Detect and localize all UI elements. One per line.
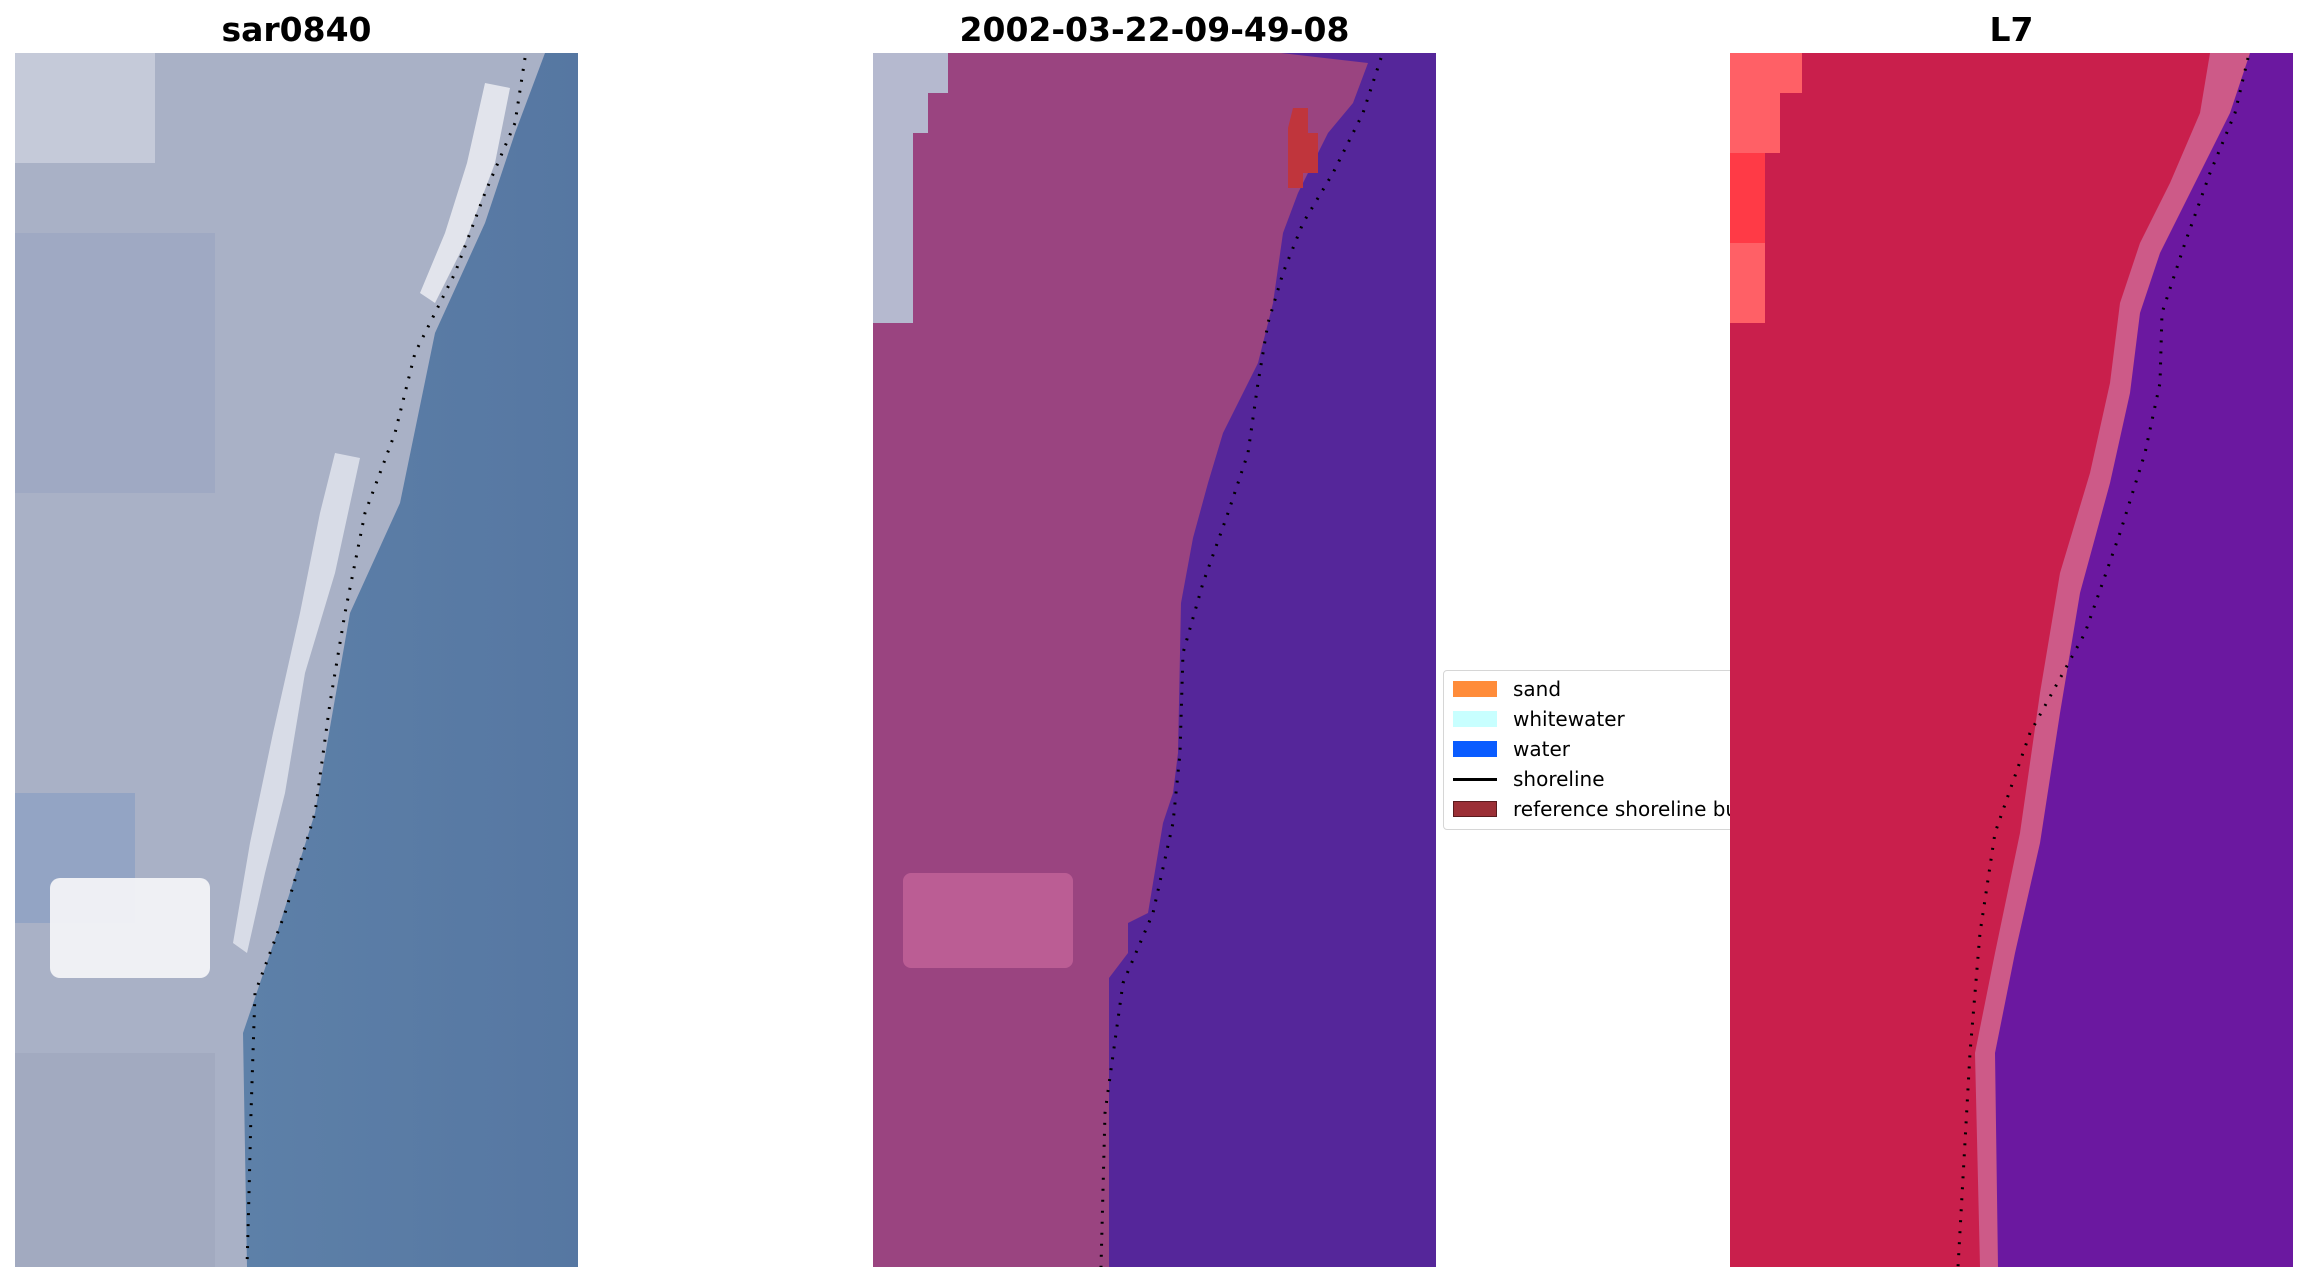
- whitewater-streak: [420, 83, 510, 303]
- water-area: [243, 53, 578, 1267]
- legend-item-whitewater: whitewater: [1453, 707, 1625, 731]
- panel-title-date: 2002-03-22-09-49-08: [959, 10, 1350, 49]
- bright-patch: [1730, 153, 1765, 243]
- rgb-image: [15, 53, 578, 1267]
- water-class: [1109, 53, 1436, 1267]
- panel-title-l7: L7: [1989, 10, 2034, 49]
- sand-swatch: [1453, 681, 1497, 697]
- legend-item-sand: sand: [1453, 677, 1561, 701]
- land-patch: [15, 53, 155, 163]
- legend-item-water: water: [1453, 737, 1570, 761]
- legend-label: whitewater: [1513, 707, 1625, 731]
- bright-patch: [1730, 53, 1802, 323]
- legend-label: sand: [1513, 677, 1562, 701]
- reference-shoreline-buffer: [1288, 108, 1318, 188]
- land-patch: [15, 233, 215, 493]
- rgb-image-panel: [15, 53, 578, 1267]
- water-swatch: [1453, 741, 1497, 757]
- l7-image-panel: [1730, 53, 2293, 1267]
- legend-item-shoreline: shoreline: [1453, 767, 1605, 791]
- whitewater-streak: [233, 453, 360, 953]
- classified-image-panel: [873, 53, 1436, 1267]
- legend-item-reference-buffer: reference shoreline buffer: [1453, 797, 1745, 821]
- land-patch: [15, 1053, 215, 1267]
- legend-label: water: [1513, 737, 1570, 761]
- legend-label: reference shoreline buffer: [1513, 797, 1745, 821]
- l7-image: [1730, 53, 2293, 1267]
- land-highlight: [903, 873, 1073, 968]
- legend-label: shoreline: [1513, 767, 1605, 791]
- buffer-swatch: [1453, 801, 1497, 817]
- water-area: [1995, 53, 2293, 1267]
- shoreline: [1099, 57, 1383, 1267]
- whitewater-class: [873, 53, 948, 323]
- classified-image: [873, 53, 1436, 1267]
- legend: sand whitewater water shoreline referenc…: [1443, 670, 1745, 830]
- panel-title-sar0840: sar0840: [221, 10, 372, 49]
- whitewater-swatch: [1453, 711, 1497, 727]
- shoreline-line-swatch: [1453, 777, 1497, 781]
- whitewater-patch: [50, 878, 210, 978]
- shoreline: [1956, 57, 2250, 1267]
